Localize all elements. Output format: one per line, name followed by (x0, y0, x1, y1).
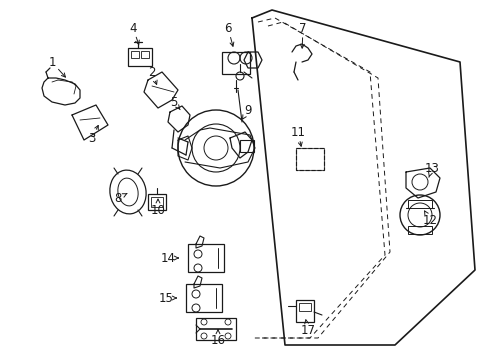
Text: 11: 11 (290, 126, 305, 139)
Text: 12: 12 (422, 213, 437, 226)
Bar (295, 148, 324, 170)
Text: 4: 4 (129, 22, 137, 35)
Text: 15: 15 (158, 292, 173, 305)
Text: 17: 17 (300, 324, 315, 337)
Bar (295, 148, 324, 170)
Bar (407, 200, 431, 208)
Bar (128, 48, 152, 66)
Bar (295, 300, 313, 322)
Text: 8: 8 (114, 192, 122, 204)
Bar (222, 52, 249, 74)
Bar (407, 226, 431, 234)
Bar (240, 140, 253, 152)
Text: 14: 14 (160, 252, 175, 265)
Text: 3: 3 (88, 131, 96, 144)
Bar (185, 284, 222, 312)
Text: 16: 16 (210, 333, 225, 346)
Bar (298, 303, 310, 311)
Text: 9: 9 (244, 104, 251, 117)
Text: 10: 10 (150, 203, 165, 216)
Text: 6: 6 (224, 22, 231, 35)
Text: 13: 13 (424, 162, 439, 175)
Bar (187, 244, 224, 272)
Bar (196, 318, 236, 340)
Bar (148, 194, 165, 210)
Text: 1: 1 (48, 55, 56, 68)
Text: 7: 7 (299, 22, 306, 35)
Text: 2: 2 (148, 66, 156, 78)
Text: 5: 5 (170, 95, 177, 108)
Bar (141, 51, 149, 58)
Bar (151, 197, 163, 207)
Bar (131, 51, 139, 58)
